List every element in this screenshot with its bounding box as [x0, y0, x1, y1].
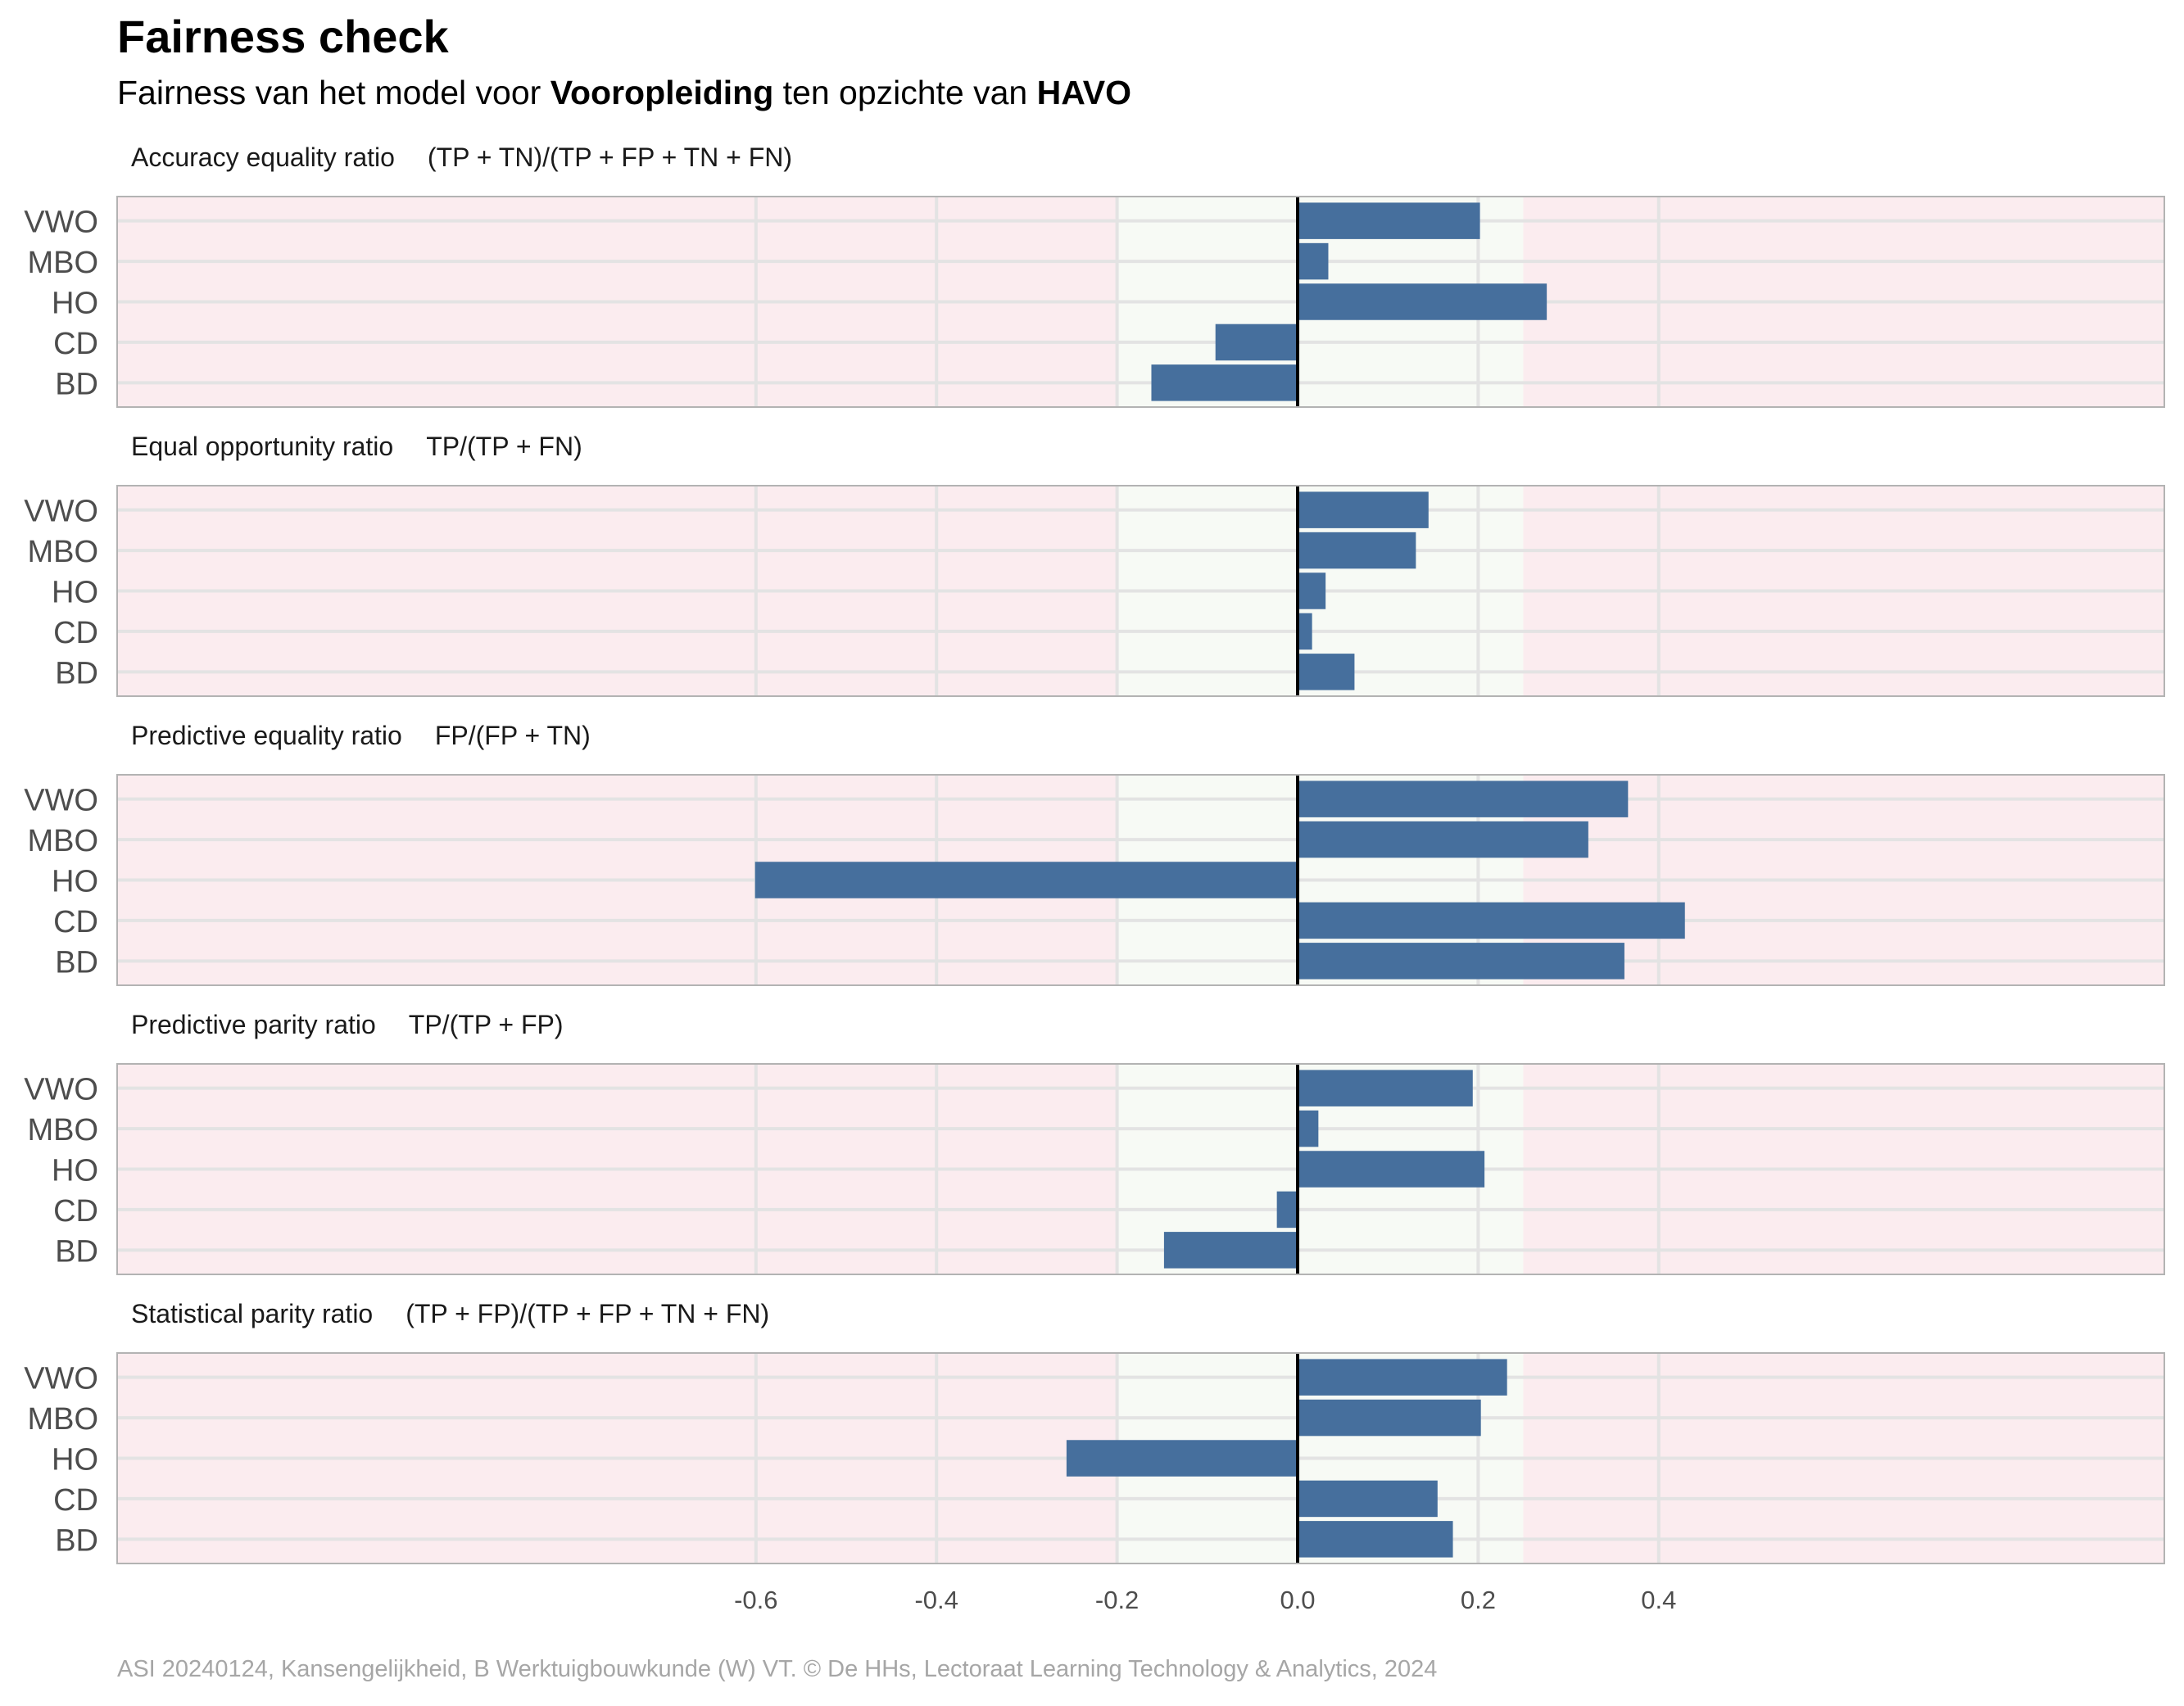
metric-name: Predictive equality ratio [131, 721, 402, 750]
y-tick-label: CD [53, 1483, 98, 1518]
bar-mbo [1298, 242, 1329, 280]
bar-mbo [1298, 1399, 1481, 1437]
chart-caption: ASI 20240124, Kansengelijkheid, B Werktu… [117, 1656, 1438, 1682]
bar-vwo [1298, 781, 1629, 817]
bar-cd [1298, 1480, 1438, 1518]
y-tick-label: MBO [27, 535, 98, 569]
y-tick-label: VWO [24, 1073, 98, 1107]
panel-border [116, 774, 2165, 986]
subtitle-text-1: Fairness van het model voor [117, 74, 551, 111]
y-tick-label: CD [53, 1194, 98, 1229]
x-tick-label: -0.6 [734, 1586, 777, 1614]
panel-border [116, 1352, 2165, 1564]
metric-name: Statistical parity ratio [131, 1299, 373, 1328]
y-tick-label: VWO [24, 784, 98, 818]
x-tick-label: -0.4 [914, 1586, 958, 1614]
bar-cd [1215, 324, 1298, 361]
y-tick-label: VWO [24, 495, 98, 529]
panel-border [116, 196, 2165, 408]
chart-subtitle: Fairness van het model voor Vooropleidin… [117, 74, 1131, 112]
y-tick-label: CD [53, 616, 98, 650]
y-tick-label: MBO [27, 1402, 98, 1437]
y-tick-label: BD [55, 1523, 98, 1558]
metric-formula: (TP + FP)/(TP + FP + TN + FN) [406, 1299, 769, 1328]
y-tick-label: CD [53, 327, 98, 361]
y-tick-label: HO [52, 287, 98, 321]
metric-formula: FP/(FP + TN) [435, 721, 591, 750]
bar-ho [1298, 283, 1547, 320]
bar-cd [1298, 902, 1685, 939]
y-tick-label: MBO [27, 824, 98, 858]
x-tick-label: 0.4 [1641, 1586, 1676, 1614]
y-tick-label: HO [52, 576, 98, 610]
y-tick-label: HO [52, 865, 98, 899]
bar-bd [1298, 1521, 1453, 1558]
facet-strip-label: Equal opportunity ratio TP/(TP + FN) [131, 432, 582, 461]
facet-panel: Accuracy equality ratio (TP + TN)/(TP + F… [24, 143, 2165, 408]
facet-strip-label: Statistical parity ratio (TP + FP)/(TP + … [131, 1299, 769, 1328]
bar-ho [754, 862, 1298, 898]
bar-bd [1151, 364, 1298, 401]
bar-vwo [1298, 1070, 1473, 1106]
subtitle-reference-group: HAVO [1036, 74, 1132, 111]
facet-panel: Statistical parity ratio (TP + FP)/(TP + … [24, 1299, 2165, 1564]
bar-mbo [1298, 1110, 1319, 1147]
bar-ho [1066, 1440, 1298, 1477]
x-tick-label: -0.2 [1095, 1586, 1139, 1614]
metric-formula: (TP + TN)/(TP + FP + TN + FN) [428, 143, 792, 172]
y-tick-label: MBO [27, 246, 98, 280]
bar-vwo [1298, 1359, 1507, 1396]
metric-name: Predictive parity ratio [131, 1010, 376, 1039]
bar-mbo [1298, 532, 1416, 569]
metric-formula: TP/(TP + FN) [426, 432, 582, 461]
facet-strip-label: Accuracy equality ratio (TP + TN)/(TP + F… [131, 143, 792, 172]
bar-bd [1298, 943, 1624, 980]
y-tick-label: VWO [24, 1362, 98, 1396]
bar-ho [1298, 572, 1326, 609]
y-tick-label: HO [52, 1154, 98, 1188]
panel-border [116, 1063, 2165, 1275]
facet-panel: Equal opportunity ratio TP/(TP + FN) VWO MB… [24, 432, 2165, 697]
y-tick-label: BD [55, 367, 98, 401]
bar-mbo [1298, 821, 1588, 858]
metric-formula: TP/(TP + FP) [409, 1010, 564, 1039]
metric-name: Equal opportunity ratio [131, 432, 393, 461]
bar-cd [1298, 613, 1312, 650]
y-tick-label: BD [55, 945, 98, 980]
facet-panel: Predictive parity ratio TP/(TP + FP) VWO MB… [24, 1010, 2165, 1275]
chart-title: Fairness check [117, 11, 449, 62]
bar-ho [1298, 1151, 1485, 1188]
bar-bd [1163, 1232, 1298, 1269]
y-tick-label: BD [55, 1234, 98, 1269]
subtitle-group-variable: Vooropleiding [550, 74, 774, 111]
subtitle-text-2: ten opzichte van [773, 74, 1037, 111]
x-tick-label: 0.0 [1280, 1586, 1315, 1614]
y-tick-label: CD [53, 905, 98, 939]
metric-name: Accuracy equality ratio [131, 143, 395, 172]
panel-border [116, 485, 2165, 697]
y-tick-label: BD [55, 656, 98, 690]
y-tick-label: HO [52, 1443, 98, 1477]
bar-bd [1298, 654, 1355, 690]
facet-strip-label: Predictive equality ratio FP/(FP + TN) [131, 721, 591, 750]
y-tick-label: VWO [24, 206, 98, 240]
facet-strip-label: Predictive parity ratio TP/(TP + FP) [131, 1010, 564, 1039]
x-tick-label: 0.2 [1461, 1586, 1496, 1614]
bar-vwo [1298, 202, 1480, 239]
bar-vwo [1298, 491, 1429, 528]
bar-cd [1276, 1191, 1298, 1229]
y-tick-label: MBO [27, 1113, 98, 1147]
facet-panel: Predictive equality ratio FP/(FP + TN) VWO… [24, 721, 2165, 986]
